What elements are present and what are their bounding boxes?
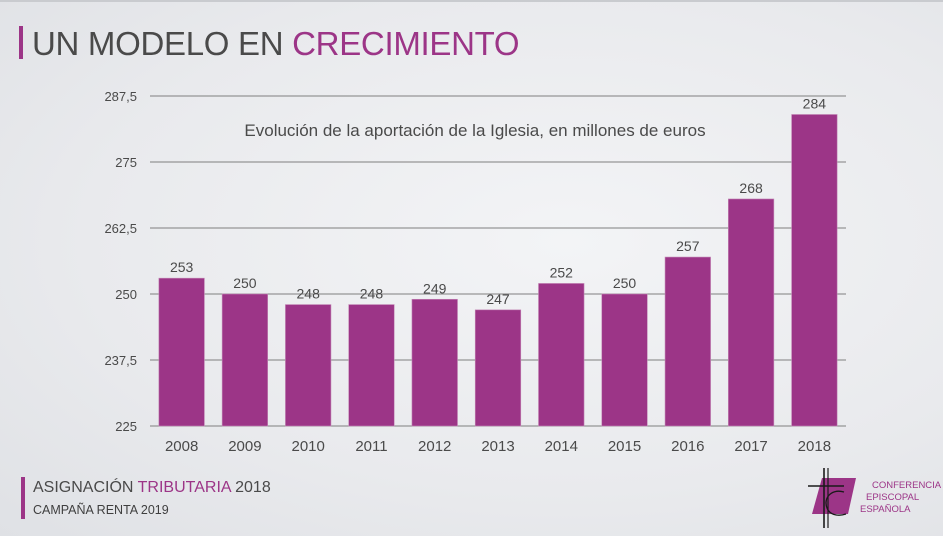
data-label: 248 <box>360 286 384 302</box>
bar <box>664 256 711 427</box>
data-labels: 253 250 248 248 249 247 252 250 257 268 284 <box>170 95 826 306</box>
cee-logo: CONFERENCIA EPISCOPAL ESPAÑOLA <box>800 466 942 530</box>
data-label: 248 <box>297 286 321 302</box>
x-tick-label: 2017 <box>734 438 767 455</box>
footer-accent-bar <box>21 477 25 519</box>
data-label: 247 <box>486 291 510 307</box>
data-label: 284 <box>803 95 827 111</box>
bar <box>285 304 332 427</box>
x-axis-ticks: 2008 2009 2010 2011 2012 2013 2014 2015 2016 2017… <box>165 438 831 455</box>
bar <box>348 304 395 427</box>
logo-text-line-1: CONFERENCIA <box>872 480 942 491</box>
bar <box>474 309 522 427</box>
footer-campaign-title: ASIGNACIÓN TRIBUTARIA 2018 <box>33 479 271 497</box>
page-title: UN MODELO EN CRECIMIENTO <box>32 24 520 64</box>
footer-subtitle: CAMPAÑA RENTA 2019 <box>33 503 169 517</box>
bar <box>791 114 838 427</box>
logo-text-line-3: ESPAÑOLA <box>860 504 911 515</box>
logo-text-line-2: EPISCOPAL <box>866 492 920 503</box>
cross-c-parallelogram-logo-icon <box>808 468 856 528</box>
bar <box>411 298 458 427</box>
title-accent: CRECIMIENTO <box>292 25 520 62</box>
bar <box>601 293 648 427</box>
x-tick-label: 2013 <box>481 438 514 455</box>
y-tick-label: 237,5 <box>104 353 137 368</box>
x-tick-label: 2010 <box>291 438 324 455</box>
title-plain: UN MODELO EN <box>32 25 293 62</box>
y-tick-label: 262,5 <box>104 221 137 236</box>
y-tick-label: 250 <box>115 287 137 302</box>
top-border <box>0 0 943 2</box>
x-tick-label: 2015 <box>608 438 641 455</box>
bars <box>158 114 838 427</box>
bar <box>158 277 205 427</box>
footer-title-year: 2018 <box>230 479 271 496</box>
bar <box>728 198 775 427</box>
data-label: 253 <box>170 259 194 275</box>
bar <box>538 283 585 427</box>
x-tick-label: 2009 <box>228 438 261 455</box>
data-label: 250 <box>233 275 257 291</box>
data-label: 252 <box>550 264 574 280</box>
data-label: 257 <box>676 238 700 254</box>
footer-title-accent: TRIBUTARIA <box>137 479 231 496</box>
footer-title-plain: ASIGNACIÓN <box>33 479 138 496</box>
x-tick-label: 2014 <box>545 438 578 455</box>
y-axis-ticks: 225 237,5 250 262,5 275 287,5 <box>104 89 137 434</box>
x-tick-label: 2011 <box>355 438 387 455</box>
data-label: 268 <box>739 180 763 196</box>
y-tick-label: 287,5 <box>104 89 137 104</box>
x-tick-label: 2008 <box>165 438 198 455</box>
x-tick-label: 2018 <box>798 438 831 455</box>
bar <box>221 293 268 427</box>
y-tick-label: 225 <box>115 419 137 434</box>
y-tick-label: 275 <box>115 155 137 170</box>
data-label: 249 <box>423 280 447 296</box>
x-tick-label: 2012 <box>418 438 451 455</box>
chart-title: Evolución de la aportación de la Iglesia… <box>244 121 705 140</box>
data-label: 250 <box>613 275 637 291</box>
title-accent-bar <box>19 26 23 59</box>
x-tick-label: 2016 <box>671 438 704 455</box>
